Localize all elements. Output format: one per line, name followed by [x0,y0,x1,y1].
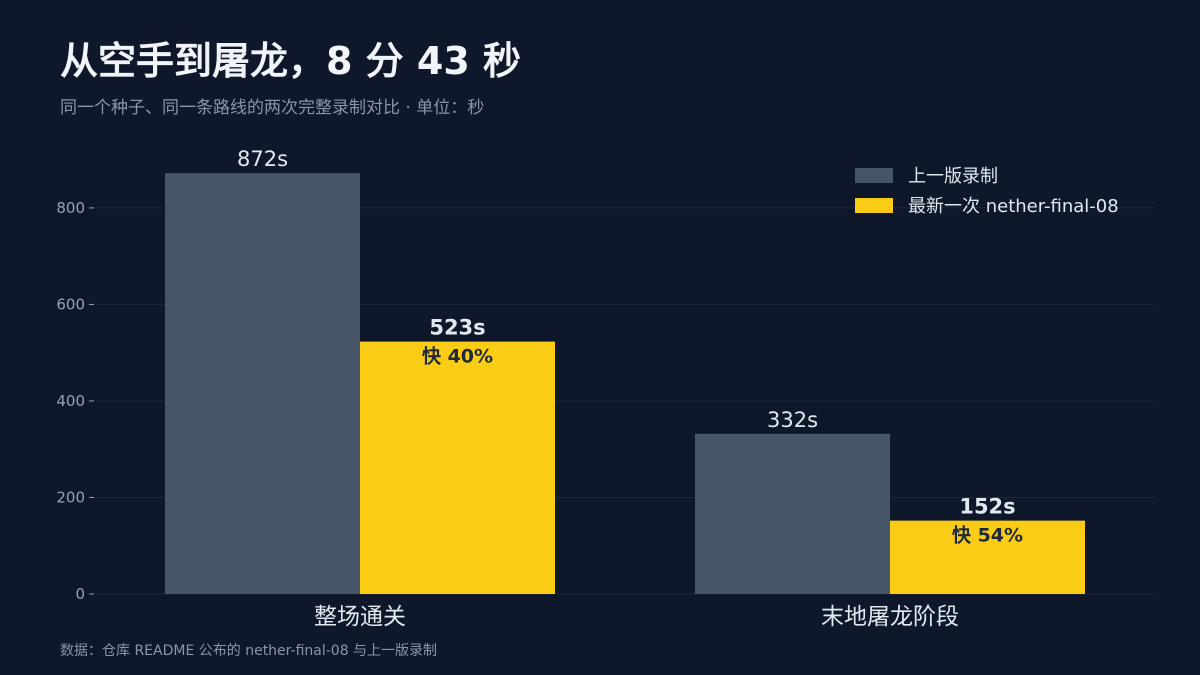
y-tick-label: 800 [56,199,85,217]
y-tick-label: 200 [56,488,85,506]
y-tick-label: 0 [75,585,85,603]
legend-label: 上一版录制 [908,166,998,187]
data-source-note: 数据：仓库 README 公布的 nether-final-08 与上一版录制 [60,643,438,659]
bar [695,433,890,594]
legend-swatch [855,198,893,213]
x-category-label: 整场通关 [314,604,406,630]
bar [360,341,555,594]
bar-value-label: 152s [959,495,1015,519]
chart-subtitle: 同一个种子、同一条路线的两次完整录制对比 · 单位：秒 [60,98,485,118]
bar-value-label: 872s [237,147,288,171]
y-tick-label: 400 [56,392,85,410]
x-category-label: 末地屠龙阶段 [821,604,959,630]
bar-value-label: 332s [767,408,818,432]
chart-title: 从空手到屠龙，8 分 43 秒 [60,39,522,83]
bar-value-label: 523s [429,316,485,340]
speedup-label: 快 40% [422,345,493,368]
legend-label: 最新一次 nether-final-08 [908,196,1119,217]
speedup-label: 快 54% [952,524,1023,547]
y-tick-label: 600 [56,295,85,313]
bar [890,520,1085,594]
legend-swatch [855,168,893,183]
bar [165,173,360,594]
